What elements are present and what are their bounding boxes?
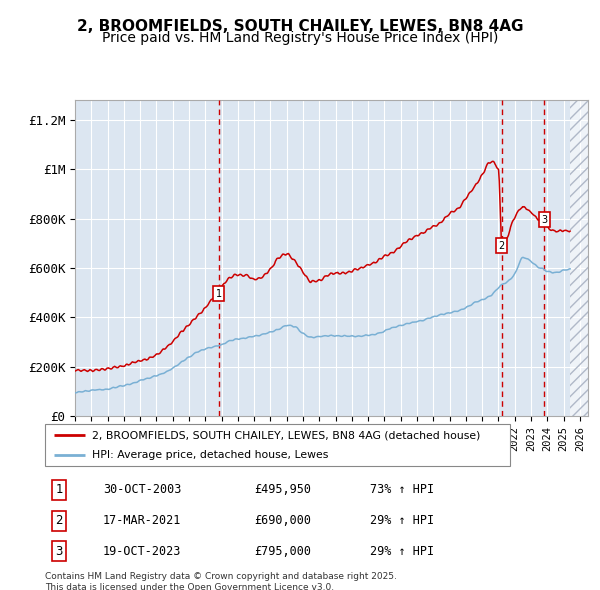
Text: 29% ↑ HPI: 29% ↑ HPI [370, 514, 434, 527]
Text: £690,000: £690,000 [254, 514, 311, 527]
Text: Contains HM Land Registry data © Crown copyright and database right 2025.
This d: Contains HM Land Registry data © Crown c… [45, 572, 397, 590]
Text: 19-OCT-2023: 19-OCT-2023 [103, 545, 181, 558]
Text: 3: 3 [541, 215, 547, 225]
Text: 2, BROOMFIELDS, SOUTH CHAILEY, LEWES, BN8 4AG: 2, BROOMFIELDS, SOUTH CHAILEY, LEWES, BN… [77, 19, 523, 34]
Text: HPI: Average price, detached house, Lewes: HPI: Average price, detached house, Lewe… [91, 450, 328, 460]
Text: 30-OCT-2003: 30-OCT-2003 [103, 483, 181, 496]
Text: Price paid vs. HM Land Registry's House Price Index (HPI): Price paid vs. HM Land Registry's House … [102, 31, 498, 45]
Bar [571, 100, 588, 416]
Text: 73% ↑ HPI: 73% ↑ HPI [370, 483, 434, 496]
Bar [571, 100, 588, 416]
Text: 2, BROOMFIELDS, SOUTH CHAILEY, LEWES, BN8 4AG (detached house): 2, BROOMFIELDS, SOUTH CHAILEY, LEWES, BN… [91, 430, 480, 440]
Text: £795,000: £795,000 [254, 545, 311, 558]
Text: 17-MAR-2021: 17-MAR-2021 [103, 514, 181, 527]
Text: 1: 1 [216, 289, 222, 299]
Text: 3: 3 [55, 545, 63, 558]
Text: 2: 2 [55, 514, 63, 527]
Text: 1: 1 [55, 483, 63, 496]
Text: 29% ↑ HPI: 29% ↑ HPI [370, 545, 434, 558]
Text: 2: 2 [499, 241, 505, 251]
Text: £495,950: £495,950 [254, 483, 311, 496]
